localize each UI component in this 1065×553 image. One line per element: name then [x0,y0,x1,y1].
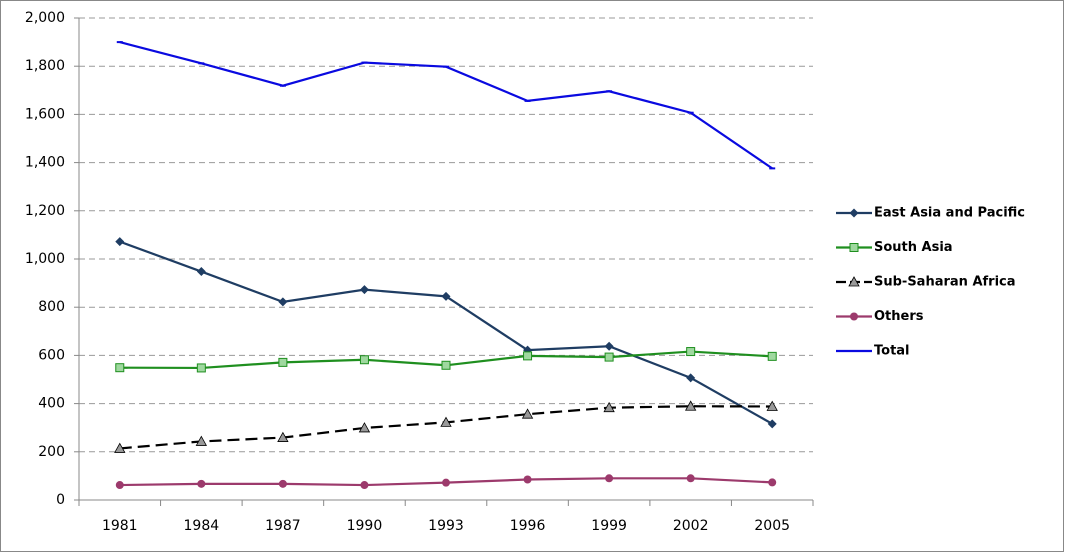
y-tick-label: 1,400 [25,155,65,171]
marker [197,479,206,488]
marker [278,297,288,307]
marker [603,401,615,413]
y-tick-label: 400 [38,396,65,412]
x-tick-label: 1987 [265,518,301,534]
x-tick-label: 1996 [510,518,546,534]
y-tick-label: 0 [56,492,65,508]
x-tick-label: 1981 [102,518,138,534]
marker [523,351,533,361]
legend-label: South Asia [874,240,953,255]
marker [115,481,124,490]
x-tick-label: 1990 [347,518,383,534]
marker [358,422,371,433]
marker [278,357,288,367]
marker [848,276,860,287]
legend-label: Sub-Saharan Africa [874,275,1016,290]
marker [686,373,696,383]
marker [440,416,452,427]
marker [767,351,777,361]
marker [196,267,206,277]
marker [686,347,696,357]
y-tick-label: 1,200 [25,203,65,219]
x-tick-label: 2005 [754,518,790,534]
marker [359,355,369,365]
marker [684,400,697,411]
marker [523,475,532,484]
marker [849,208,859,218]
marker [441,360,451,370]
marker [114,442,126,453]
marker [686,474,695,483]
y-tick-label: 800 [38,299,65,315]
marker [604,352,614,362]
y-tick-label: 1,000 [25,251,65,267]
marker [604,341,614,351]
legend-label: Total [874,344,910,359]
x-tick-label: 1993 [428,518,464,534]
x-tick-label: 2002 [673,518,709,534]
marker [196,363,206,373]
marker [442,478,450,487]
y-tick-label: 2,000 [25,10,65,26]
marker [605,474,614,483]
y-tick-label: 600 [38,347,65,363]
marker [441,291,451,301]
marker [850,312,858,321]
marker [768,478,777,487]
marker [360,481,369,490]
marker [767,419,777,429]
legend-label: East Asia and Pacific [874,206,1025,221]
y-tick-label: 200 [38,444,65,460]
legend-label: Others [874,309,924,324]
marker [278,479,287,488]
marker [521,408,534,419]
marker [766,400,778,411]
y-tick-label: 1,600 [25,106,65,122]
marker [115,363,125,373]
marker [359,285,369,295]
y-tick-label: 1,800 [25,58,65,74]
x-tick-label: 1999 [591,518,627,534]
marker [849,243,859,252]
x-tick-label: 1984 [184,518,220,534]
marker [195,435,208,446]
marker [115,237,125,247]
marker [277,431,289,442]
